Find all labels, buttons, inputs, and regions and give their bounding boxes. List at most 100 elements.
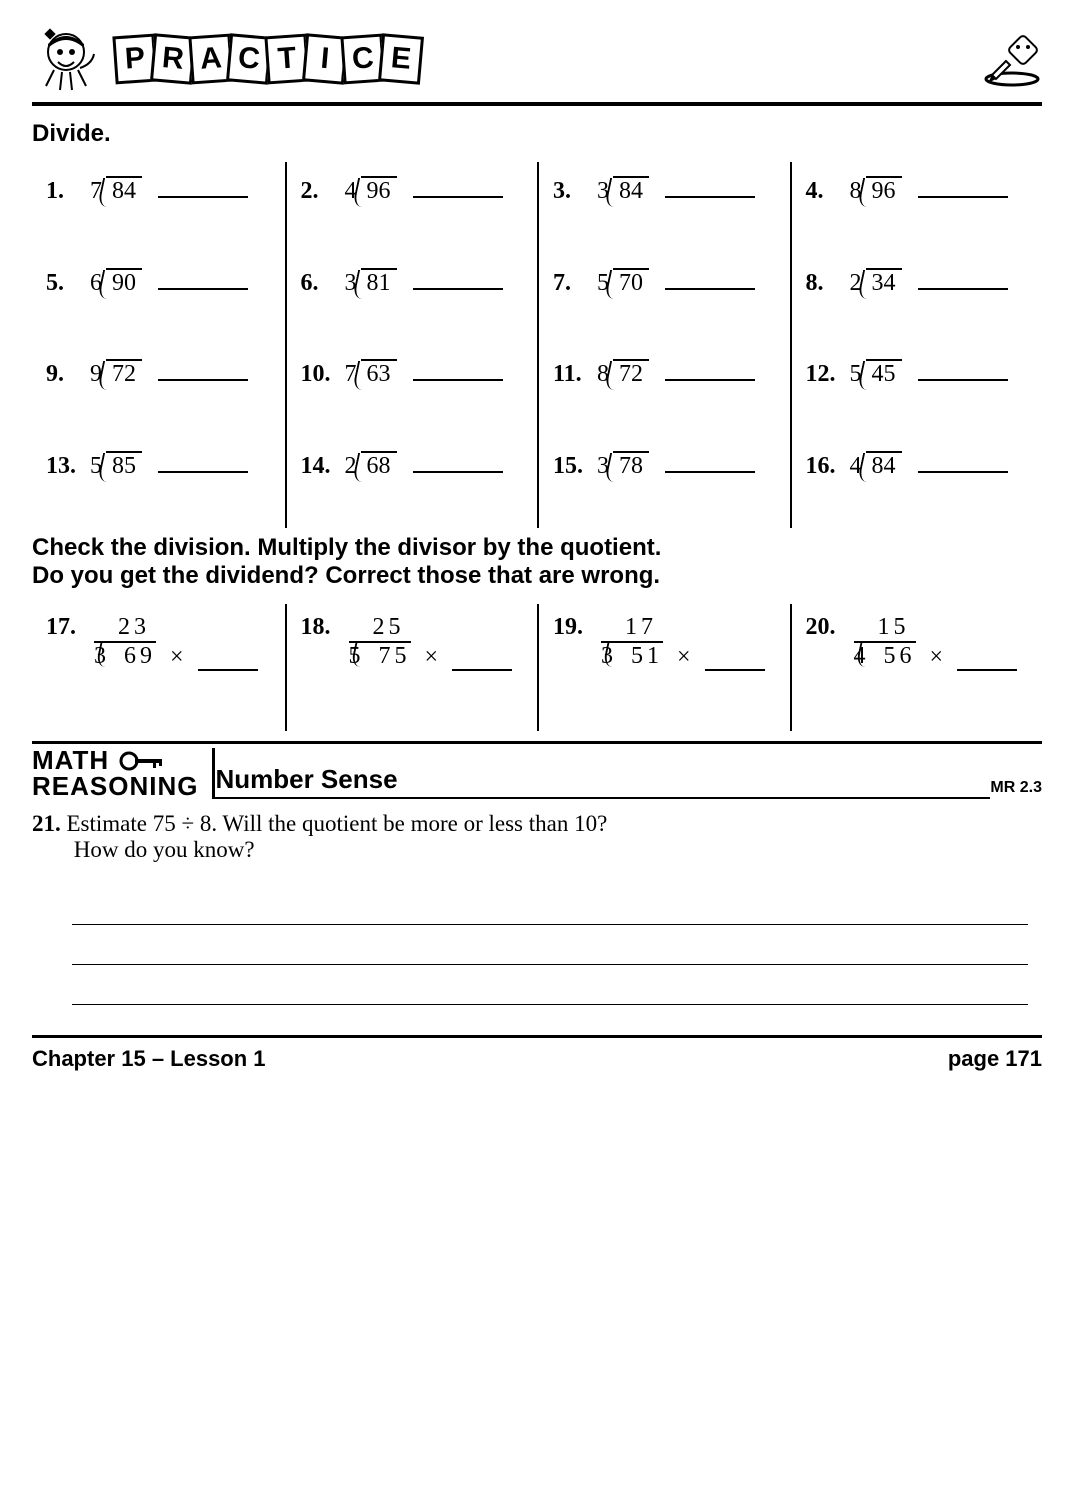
long-division: 763 xyxy=(345,359,397,388)
division-problem: 9.972 xyxy=(32,345,285,436)
answer-blank xyxy=(413,355,503,381)
quotient: 23 xyxy=(94,614,156,644)
problem-number: 4. xyxy=(806,178,840,205)
answer-blank xyxy=(665,263,755,289)
division-problem: 3. 384 xyxy=(537,162,790,253)
answer-blank xyxy=(158,355,248,381)
instruction-check-line2: Do you get the dividend? Correct those t… xyxy=(32,562,1042,590)
answer-blank xyxy=(957,644,1017,670)
dividend: 85 xyxy=(106,451,142,480)
problem-number: 8. xyxy=(806,270,840,297)
instruction-divide: Divide. xyxy=(32,120,1042,148)
dividend: 84 xyxy=(613,176,649,205)
problem-number: 3. xyxy=(553,178,587,205)
answer-line xyxy=(72,925,1028,965)
division-problem: 15.378 xyxy=(537,436,790,527)
division-problem: 4. 896 xyxy=(790,162,1043,253)
problem-number: 9. xyxy=(46,361,80,388)
answer-blank xyxy=(918,172,1008,198)
dividend: 56 xyxy=(870,643,916,669)
dividend: 75 xyxy=(365,643,411,669)
pencil-icon xyxy=(982,31,1042,87)
answer-blank xyxy=(158,263,248,289)
worked-division: 23369 xyxy=(94,614,156,671)
division-problem: 14.268 xyxy=(285,436,538,527)
answer-blank xyxy=(665,172,755,198)
division-problem: 10.763 xyxy=(285,345,538,436)
dividend: 81 xyxy=(361,268,397,297)
division-problem: 16.484 xyxy=(790,436,1043,527)
check-problem: 19.17351× xyxy=(537,604,790,731)
answer-blank xyxy=(918,446,1008,472)
long-division: 896 xyxy=(850,176,902,205)
dividend: 72 xyxy=(106,359,142,388)
tile: E xyxy=(378,33,424,84)
division-problem: 13.585 xyxy=(32,436,285,527)
answer-blank xyxy=(918,355,1008,381)
times-symbol: × xyxy=(170,644,184,671)
dividend: 84 xyxy=(106,176,142,205)
answer-line xyxy=(72,965,1028,1005)
quotient: 15 xyxy=(854,614,916,644)
problem-number: 13. xyxy=(46,453,80,480)
dividend: 84 xyxy=(866,451,902,480)
header-left: P R A C T I C E xyxy=(32,24,418,94)
mr-logo: MATH REASONING xyxy=(32,748,198,799)
dividend: 34 xyxy=(866,268,902,297)
worked-division: 25575 xyxy=(349,614,411,671)
mascot-icon xyxy=(32,24,102,94)
footer-page: page 171 xyxy=(948,1046,1042,1072)
division-problem: 5.690 xyxy=(32,253,285,344)
q21-line2: How do you know? xyxy=(74,837,255,862)
quotient: 25 xyxy=(349,614,411,644)
answer-line xyxy=(72,885,1028,925)
problem-number: 18. xyxy=(301,614,335,641)
answer-lines xyxy=(32,863,1042,1005)
check-problem: 17. 23369 × xyxy=(32,604,285,731)
answer-blank xyxy=(158,172,248,198)
practice-title-tiles: P R A C T I C E xyxy=(114,35,418,83)
mr-left: MATH REASONING xyxy=(32,748,215,799)
mr-logo-reasoning: REASONING xyxy=(32,771,198,801)
problem-number: 19. xyxy=(553,614,587,641)
problem-number: 12. xyxy=(806,361,840,388)
q21-number: 21. xyxy=(32,811,61,836)
instruction-check: Check the division. Multiply the divisor… xyxy=(32,534,1042,590)
long-division: 784 xyxy=(90,176,142,205)
worked-division: 15456 xyxy=(854,614,916,671)
division-problem: 1.784 xyxy=(32,162,285,253)
division-problem: 11.872 xyxy=(537,345,790,436)
quotient: 17 xyxy=(601,614,663,644)
long-division: 234 xyxy=(850,268,902,297)
dividend: 68 xyxy=(361,451,397,480)
question-21: 21. Estimate 75 ÷ 8. Will the quotient b… xyxy=(32,811,1042,863)
long-division: 384 xyxy=(597,176,649,205)
times-symbol: × xyxy=(425,644,439,671)
long-division: 570 xyxy=(597,268,649,297)
mr-standard-code: MR 2.3 xyxy=(990,779,1042,799)
dividend: 96 xyxy=(866,176,902,205)
problem-number: 14. xyxy=(301,453,335,480)
dividend: 90 xyxy=(106,268,142,297)
dividend: 69 xyxy=(110,643,156,669)
problem-number: 5. xyxy=(46,270,80,297)
answer-blank xyxy=(918,263,1008,289)
mr-section-title: Number Sense xyxy=(215,758,990,799)
q21-line1: Estimate 75 ÷ 8. Will the quotient be mo… xyxy=(67,811,608,836)
check-grid: 17.23369×18.25575×19.17351×20.15456× xyxy=(32,604,1042,731)
problem-number: 17. xyxy=(46,614,80,641)
division-problem: 8. 234 xyxy=(790,253,1043,344)
long-division: 872 xyxy=(597,359,649,388)
dividend: 70 xyxy=(613,268,649,297)
answer-blank xyxy=(158,446,248,472)
footer-chapter: Chapter 15 – Lesson 1 xyxy=(32,1046,266,1072)
answer-blank xyxy=(413,446,503,472)
page-footer: Chapter 15 – Lesson 1 page 171 xyxy=(32,1035,1042,1072)
math-reasoning-header: MATH REASONING Number Sense MR 2.3 xyxy=(32,741,1042,799)
answer-blank xyxy=(198,644,258,670)
answer-blank xyxy=(452,644,512,670)
dividend: 78 xyxy=(613,451,649,480)
answer-blank xyxy=(665,355,755,381)
division-problem: 6.381 xyxy=(285,253,538,344)
answer-blank xyxy=(413,172,503,198)
